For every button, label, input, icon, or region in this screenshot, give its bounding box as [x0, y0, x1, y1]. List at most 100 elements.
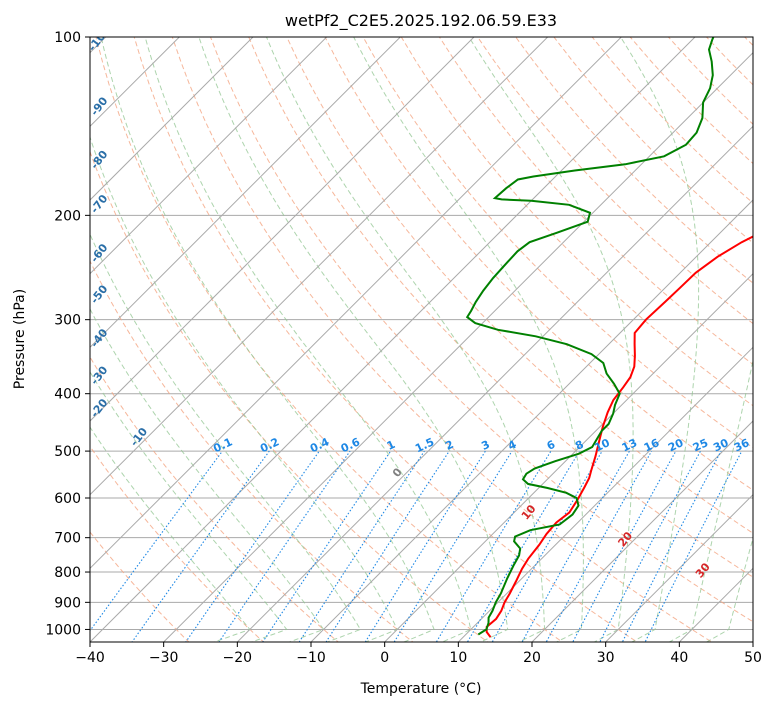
isotherm-line — [310, 199, 753, 642]
x-tick-label: 20 — [523, 650, 541, 666]
isotherm-line — [90, 37, 696, 642]
mixing-ratio-label: 25 — [691, 436, 710, 454]
chart-title: wetPf2_C2E5.2025.192.06.59.E33 — [285, 11, 557, 31]
mixing-ratio-label: 16 — [642, 436, 662, 454]
isotherm-line — [457, 346, 753, 642]
mixing-ratio-label: 10 — [593, 436, 613, 454]
moist-adiabat-line — [266, 37, 546, 642]
mixing-ratio-line — [621, 450, 722, 642]
y-axis-ticks: 100 200 300 400 500 600 700 800 900 1000 — [45, 30, 90, 638]
axes-frame — [89, 36, 754, 643]
y-tick-label: 200 — [54, 208, 81, 224]
moist-adiabat-line — [198, 37, 509, 642]
x-tick-label: 10 — [449, 650, 467, 666]
mixing-ratio-line — [599, 450, 701, 642]
line-labels: -100-90-80-70-60-50-40-30-20-10010203040… — [90, 37, 752, 581]
plot-area: -100-90-80-70-60-50-40-30-20-10010203040… — [90, 37, 753, 642]
dry-adiabat-line — [209, 37, 753, 623]
x-axis-ticks: −40 −30 −20 −10 0 10 20 30 40 50 — [75, 642, 762, 666]
isotherm-line — [236, 125, 753, 642]
mixing-ratio-line — [325, 450, 450, 642]
y-tick-label: 300 — [54, 313, 81, 329]
mixing-ratio-line — [298, 450, 425, 642]
isotherm-line — [604, 493, 753, 642]
x-tick-label: 40 — [670, 650, 688, 666]
y-tick-label: 1000 — [45, 622, 81, 638]
mixing-ratio-line — [644, 450, 743, 642]
y-tick-label: 400 — [54, 387, 81, 403]
isotherm-line — [531, 420, 753, 642]
moist-adiabat-line — [90, 370, 288, 642]
y-tick-label: 100 — [54, 30, 81, 46]
isotherm-line — [383, 272, 753, 642]
isotherm-line — [90, 37, 181, 128]
mixing-ratio-line — [262, 450, 392, 642]
moist-adiabat-line — [90, 233, 362, 642]
mixing-ratio-line — [435, 450, 552, 642]
x-tick-label: −40 — [75, 650, 105, 666]
dry-adiabat-line — [286, 37, 753, 534]
moist-adiabat-line — [353, 37, 584, 642]
y-axis-label: Pressure (hPa) — [12, 289, 28, 389]
mixing-ratio-label: 13 — [620, 436, 639, 454]
moist-adiabat-line — [144, 37, 472, 642]
moist-adiabat-line — [468, 37, 634, 642]
dry-adiabat-line — [438, 37, 753, 366]
y-tick-label: 700 — [54, 531, 81, 547]
moist-adiabat-line — [705, 536, 753, 642]
x-tick-label: −30 — [149, 650, 179, 666]
mixing-ratio-line — [218, 450, 351, 642]
pressure-gridlines — [90, 37, 753, 630]
dry-adiabat-line — [248, 37, 753, 578]
isotherm-line — [90, 37, 549, 496]
mixing-ratio-label: 30 — [711, 436, 731, 454]
x-tick-label: 50 — [744, 650, 762, 666]
mixing-ratio-line — [466, 450, 580, 642]
dry-adiabat-line — [400, 37, 753, 407]
x-tick-label: 0 — [380, 650, 389, 666]
dry-adiabat-line — [90, 259, 414, 642]
y-tick-label: 600 — [54, 491, 81, 507]
dry-adiabat-line — [133, 37, 638, 642]
isotherm-line — [90, 37, 475, 422]
x-axis-label: Temperature (°C) — [360, 681, 482, 697]
dry-adiabat-line — [90, 150, 489, 642]
x-tick-label: −20 — [223, 650, 253, 666]
dry-adiabat-line — [324, 37, 753, 491]
isotherm-line — [90, 37, 254, 201]
mixing-ratio-line — [364, 450, 486, 642]
dewpoint-profile-line — [465, 37, 715, 636]
isotherm-line — [90, 37, 623, 570]
mixing-ratio-line — [185, 450, 320, 642]
mixing-ratio-line — [393, 450, 513, 642]
moist-adiabat-line — [100, 37, 435, 642]
mixing-ratio-label: 36 — [732, 436, 752, 454]
dry-adiabat-line — [477, 37, 753, 325]
y-tick-label: 900 — [54, 595, 81, 611]
mixing-ratio-label: 20 — [666, 436, 686, 454]
y-tick-label: 500 — [54, 444, 81, 460]
mixing-ratio-line — [90, 450, 223, 632]
dry-adiabat-line — [171, 37, 713, 642]
dry-adiabats — [90, 37, 753, 642]
dry-adiabat-line — [90, 531, 190, 642]
temperature-profile-line — [485, 235, 753, 638]
moist-adiabat-line — [668, 358, 753, 642]
isotherm-line — [90, 37, 402, 349]
sounding-profiles — [465, 37, 753, 638]
isotherm-line — [162, 51, 753, 642]
isotherm-line — [90, 37, 328, 275]
isotherms — [90, 37, 753, 642]
y-tick-label: 800 — [54, 565, 81, 581]
dry-adiabat-line — [95, 37, 564, 642]
moist-adiabats — [90, 37, 753, 642]
moist-adiabat-line — [90, 135, 398, 642]
mixing-ratio-line — [521, 450, 630, 642]
moist-adiabat-line — [620, 37, 700, 642]
x-tick-label: 30 — [597, 650, 615, 666]
dry-adiabat-line — [90, 356, 339, 642]
moist-adiabat-line — [90, 426, 251, 642]
x-tick-label: −10 — [296, 650, 326, 666]
